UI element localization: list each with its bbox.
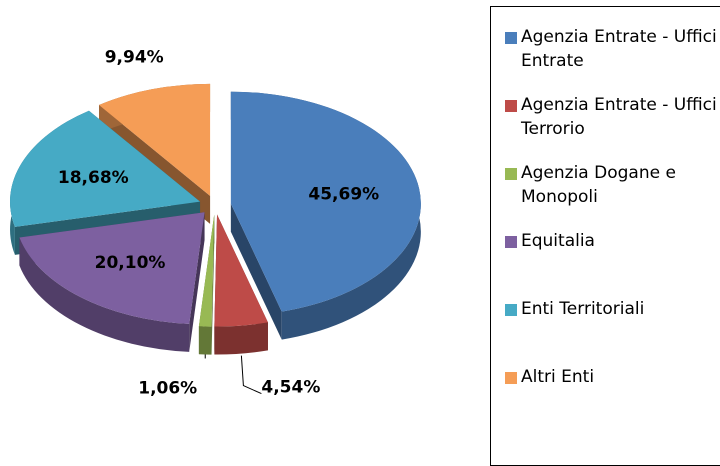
legend-item: Enti Territoriali <box>505 297 720 321</box>
slice-side <box>211 214 215 355</box>
legend-label: Agenzia Entrate - Uffici Terrorio <box>521 95 717 139</box>
legend-item: Agenzia Dogane e Monopoli <box>505 161 720 209</box>
data-label: 4,54% <box>261 378 320 398</box>
data-label: 1,06% <box>138 378 197 398</box>
chart: 45,69% 4,54% 1,06% 20,10% 18,68% 9,94% <box>10 47 421 398</box>
legend-label: Altri Enti <box>521 367 595 387</box>
legend-label: Enti Territoriali <box>521 299 645 319</box>
legend-item: Agenzia Entrate - Uffici Entrate <box>505 25 720 73</box>
slice <box>10 110 201 227</box>
legend-swatch <box>505 168 517 180</box>
slice-side <box>19 237 190 352</box>
legend-item: Altri Enti <box>505 365 720 389</box>
slice <box>230 91 421 312</box>
slice-side <box>198 326 212 355</box>
slice <box>198 214 215 327</box>
legend-swatch <box>505 304 517 316</box>
leader-line <box>240 355 262 395</box>
legend-swatch <box>505 372 517 384</box>
slice-side <box>214 322 268 355</box>
legend-label: Equitalia <box>521 231 595 251</box>
slice-side <box>230 203 282 340</box>
slice <box>98 83 211 196</box>
data-label: 9,94% <box>105 47 164 67</box>
legend-item: Agenzia Entrate - Uffici Terrorio <box>505 93 720 141</box>
legend-swatch <box>505 32 517 44</box>
data-label: 20,10% <box>95 253 166 273</box>
legend-label: Agenzia Dogane e Monopoli <box>521 163 676 207</box>
legend-label: Agenzia Entrate - Uffici Entrate <box>521 27 717 71</box>
legend-item: Equitalia <box>505 229 720 253</box>
slice <box>214 214 268 327</box>
data-label: 45,69% <box>308 185 379 205</box>
legend: Agenzia Entrate - Uffici Entrate Agenzia … <box>490 6 720 466</box>
data-label: 18,68% <box>58 168 129 188</box>
slice-side <box>189 212 205 352</box>
slice <box>19 212 205 324</box>
page: {"chart_data": {"type": "pie", "categori… <box>10 6 720 466</box>
legend-swatch <box>505 236 517 248</box>
legend-swatch <box>505 100 517 112</box>
